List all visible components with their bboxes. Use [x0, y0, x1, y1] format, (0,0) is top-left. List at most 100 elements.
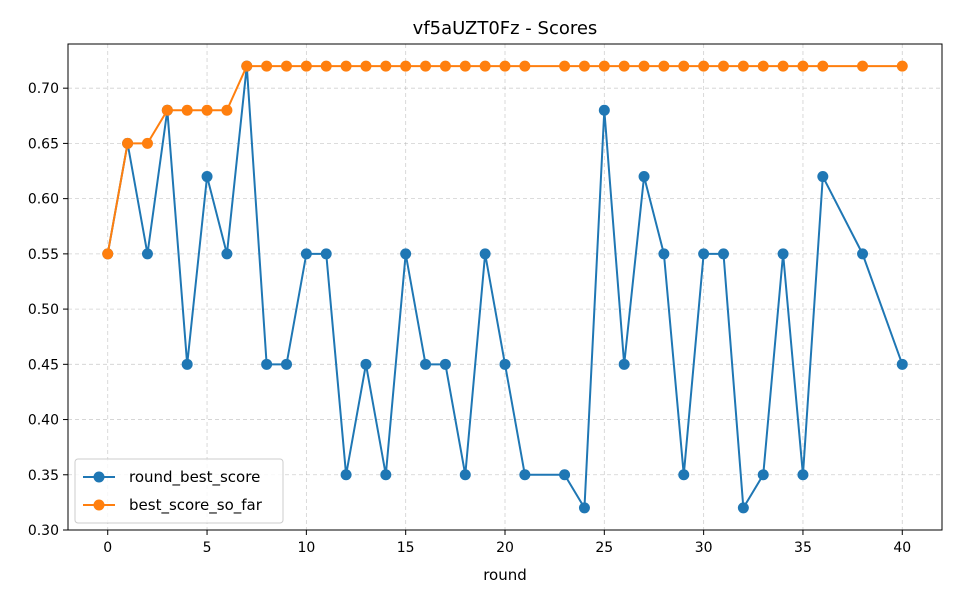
data-point-round-best-score — [896, 358, 908, 370]
y-tick-label: 0.40 — [28, 413, 59, 429]
data-point-round-best-score — [578, 502, 590, 514]
data-point-best-score-so-far — [638, 60, 650, 72]
x-tick-label: 25 — [595, 540, 613, 556]
data-point-best-score-so-far — [559, 60, 571, 72]
y-tick-label: 0.60 — [28, 192, 59, 208]
data-point-round-best-score — [598, 104, 610, 116]
data-point-best-score-so-far — [360, 60, 372, 72]
x-tick-label: 10 — [297, 540, 315, 556]
y-tick-label: 0.65 — [28, 136, 59, 152]
data-point-best-score-so-far — [261, 60, 273, 72]
data-point-best-score-so-far — [618, 60, 630, 72]
data-point-best-score-so-far — [499, 60, 511, 72]
data-point-best-score-so-far — [122, 137, 134, 149]
data-point-best-score-so-far — [777, 60, 789, 72]
y-tick-label: 0.55 — [28, 247, 59, 263]
data-point-best-score-so-far — [817, 60, 829, 72]
legend: round_best_score best_score_so_far — [74, 458, 284, 524]
data-point-best-score-so-far — [737, 60, 749, 72]
series-layer — [102, 60, 908, 514]
data-point-round-best-score — [698, 248, 710, 260]
data-point-round-best-score — [618, 358, 630, 370]
series-line-round-best-score — [106, 65, 904, 509]
x-tick-label: 30 — [695, 540, 713, 556]
x-tick-label: 40 — [893, 540, 911, 556]
data-point-best-score-so-far — [400, 60, 412, 72]
data-point-round-best-score — [857, 248, 869, 260]
data-point-round-best-score — [678, 469, 690, 481]
data-point-round-best-score — [817, 171, 829, 183]
legend-marker-best-score-so-far — [93, 499, 105, 511]
data-point-best-score-so-far — [797, 60, 809, 72]
legend-box — [74, 458, 284, 524]
data-point-best-score-so-far — [281, 60, 292, 72]
chart-title: vf5aUZT0Fz - Scores — [413, 18, 598, 39]
x-tick-label: 20 — [496, 540, 514, 556]
data-point-round-best-score — [360, 358, 372, 370]
data-point-best-score-so-far — [201, 104, 213, 116]
legend-label-round-best-score: round_best_score — [129, 468, 260, 487]
data-point-round-best-score — [281, 358, 292, 370]
data-point-round-best-score — [141, 248, 153, 260]
data-point-round-best-score — [320, 248, 332, 260]
data-point-round-best-score — [439, 358, 451, 370]
data-point-best-score-so-far — [300, 60, 312, 72]
data-point-round-best-score — [519, 469, 531, 481]
data-point-round-best-score — [797, 469, 809, 481]
data-point-best-score-so-far — [161, 104, 173, 116]
data-point-best-score-so-far — [698, 60, 710, 72]
y-tick-label: 0.70 — [28, 81, 59, 97]
y-tick-label: 0.50 — [28, 302, 59, 318]
data-point-best-score-so-far — [578, 60, 590, 72]
data-point-round-best-score — [420, 358, 432, 370]
y-axis: 0.30 0.35 0.40 0.45 0.50 0.55 0.60 0.65 0.70 — [28, 81, 68, 539]
data-point-best-score-so-far — [519, 60, 531, 72]
x-tick-label: 35 — [794, 540, 812, 556]
data-point-round-best-score — [459, 469, 471, 481]
data-point-best-score-so-far — [678, 60, 690, 72]
data-point-best-score-so-far — [380, 60, 392, 72]
data-point-best-score-so-far — [439, 60, 451, 72]
data-point-round-best-score — [300, 248, 312, 260]
data-point-round-best-score — [757, 469, 769, 481]
data-point-best-score-so-far — [141, 137, 153, 149]
data-point-round-best-score — [777, 248, 789, 260]
data-point-best-score-so-far — [896, 60, 908, 72]
data-point-round-best-score — [559, 469, 571, 481]
data-point-best-score-so-far — [102, 248, 114, 260]
data-point-round-best-score — [499, 358, 511, 370]
data-point-best-score-so-far — [479, 60, 491, 72]
data-point-round-best-score — [221, 248, 233, 260]
y-tick-label: 0.35 — [28, 468, 59, 484]
data-point-round-best-score — [380, 469, 392, 481]
data-point-best-score-so-far — [181, 104, 193, 116]
data-point-round-best-score — [737, 502, 749, 514]
data-point-best-score-so-far — [459, 60, 471, 72]
data-point-round-best-score — [340, 469, 352, 481]
x-axis: 0 5 10 15 20 25 30 35 40 — [103, 530, 911, 556]
y-tick-label: 0.45 — [28, 357, 59, 373]
x-tick-label: 15 — [397, 540, 415, 556]
x-tick-label: 0 — [103, 540, 112, 556]
data-point-best-score-so-far — [420, 60, 432, 72]
data-point-best-score-so-far — [658, 60, 670, 72]
data-point-round-best-score — [181, 358, 193, 370]
data-point-best-score-so-far — [221, 104, 233, 116]
legend-marker-round-best-score — [93, 471, 105, 483]
data-point-round-best-score — [261, 358, 273, 370]
x-axis-title: round — [483, 566, 527, 584]
data-point-round-best-score — [479, 248, 491, 260]
data-point-best-score-so-far — [857, 60, 869, 72]
data-point-round-best-score — [400, 248, 412, 260]
data-point-best-score-so-far — [598, 60, 610, 72]
data-point-best-score-so-far — [241, 60, 253, 72]
data-point-best-score-so-far — [757, 60, 769, 72]
data-point-round-best-score — [718, 248, 729, 260]
data-point-best-score-so-far — [340, 60, 352, 72]
series-best-score-so-far — [102, 60, 908, 260]
legend-label-best-score-so-far: best_score_so_far — [129, 496, 263, 515]
data-point-round-best-score — [638, 171, 650, 183]
data-point-best-score-so-far — [718, 60, 729, 72]
y-tick-label: 0.30 — [28, 523, 59, 539]
